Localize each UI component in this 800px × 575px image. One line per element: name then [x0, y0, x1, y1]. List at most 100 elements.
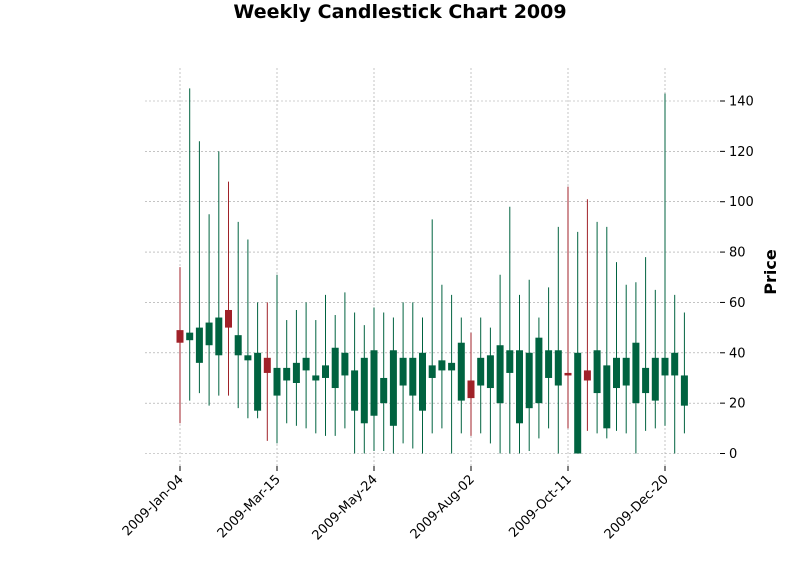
candle-body	[603, 365, 611, 429]
candle-body	[370, 350, 378, 416]
candle-body	[642, 367, 650, 394]
x-tick-label: 2009-Jan-04	[120, 472, 187, 539]
candle-up	[195, 141, 203, 394]
candle-body	[186, 332, 194, 341]
candle-body	[554, 350, 562, 386]
candle-up	[506, 206, 514, 454]
x-axis: 2009-Jan-04 2009-Mar-15 2009-May-24 2009-Au…	[120, 466, 672, 543]
candle-body	[176, 330, 184, 343]
candle-up	[642, 257, 650, 431]
candle-up	[671, 294, 679, 454]
candle-body	[419, 352, 426, 411]
candle-up	[244, 239, 252, 419]
candle-body	[273, 367, 281, 396]
y-tick-label: 120	[729, 145, 754, 160]
candle-body	[486, 355, 494, 389]
candle-up	[273, 274, 281, 444]
candle-body	[506, 350, 514, 373]
x-tick-label: 2009-Mar-15	[215, 472, 284, 541]
candle-up	[477, 317, 485, 434]
candle-body	[583, 370, 591, 381]
candle-body	[428, 365, 436, 378]
candle-body	[389, 350, 397, 426]
candle-up	[438, 284, 446, 429]
candle-up	[370, 307, 378, 451]
y-tick-label: 140	[729, 95, 754, 110]
candle-body	[312, 375, 320, 381]
candle-body	[283, 367, 291, 381]
candle-up	[574, 231, 582, 454]
chart-title: Weekly Candlestick Chart 2009	[233, 1, 567, 23]
candle-body	[496, 345, 504, 404]
candle-body	[680, 375, 688, 406]
candle-up	[457, 317, 465, 434]
candle-body	[516, 350, 523, 424]
candle-up	[428, 219, 436, 434]
candle-up	[186, 88, 194, 401]
candle-body	[205, 322, 213, 346]
candle-body	[225, 309, 232, 328]
candle-up	[292, 309, 300, 426]
candle-up	[554, 226, 562, 454]
candle-body	[263, 357, 271, 373]
candle-up	[525, 279, 533, 451]
candle-up	[380, 312, 388, 451]
candle-up	[661, 93, 669, 426]
candles	[176, 88, 688, 454]
candle-body	[331, 347, 339, 389]
x-tick-label: 2009-Aug-02	[408, 472, 478, 542]
candle-body	[351, 370, 359, 411]
candle-up	[622, 284, 630, 434]
candle-up	[613, 262, 620, 431]
candle-body	[409, 357, 417, 396]
candle-body	[661, 357, 669, 376]
candle-body	[545, 350, 553, 378]
y-tick-label: 0	[729, 447, 737, 462]
candle-body	[574, 352, 582, 454]
candle-up	[205, 214, 213, 406]
x-tick-label: 2009-Oct-11	[506, 472, 574, 540]
candle-body	[380, 377, 388, 404]
candle-up	[389, 317, 397, 454]
candle-body	[438, 360, 446, 371]
candle-down	[467, 332, 475, 436]
candle-body	[322, 365, 329, 378]
y-tick-label: 20	[729, 397, 746, 412]
candle-body	[254, 352, 262, 411]
candle-body	[399, 357, 407, 386]
candle-body	[244, 355, 252, 361]
candle-up	[496, 274, 504, 454]
candle-up	[516, 294, 523, 454]
candle-body	[302, 357, 310, 371]
candle-body	[632, 342, 640, 404]
candle-body	[467, 380, 475, 399]
candle-up	[341, 292, 349, 429]
candle-up	[448, 294, 456, 454]
x-tick-label: 2009-May-24	[310, 472, 381, 543]
candle-up	[234, 221, 242, 409]
candle-down	[176, 267, 184, 424]
candle-body	[215, 317, 223, 356]
candle-up	[535, 317, 543, 439]
candle-up	[651, 289, 659, 429]
candle-up	[331, 315, 339, 436]
candle-up	[283, 320, 291, 424]
candle-up	[360, 325, 368, 454]
candle-body	[613, 357, 620, 389]
candle-body	[234, 335, 242, 356]
candle-body	[593, 350, 601, 394]
candle-body	[341, 352, 349, 376]
candle-body	[448, 362, 456, 371]
y-axis: 0 20 40 60 80 100 120 140	[720, 95, 754, 462]
candle-body	[671, 352, 679, 376]
candle-up	[215, 151, 223, 396]
candle-up	[593, 221, 601, 434]
candle-body	[525, 352, 533, 409]
candle-body	[477, 357, 485, 386]
candle-body	[651, 357, 659, 401]
candle-up	[399, 302, 407, 444]
y-tick-label: 80	[729, 246, 746, 261]
candle-up	[351, 312, 359, 454]
candle-up	[322, 294, 329, 436]
